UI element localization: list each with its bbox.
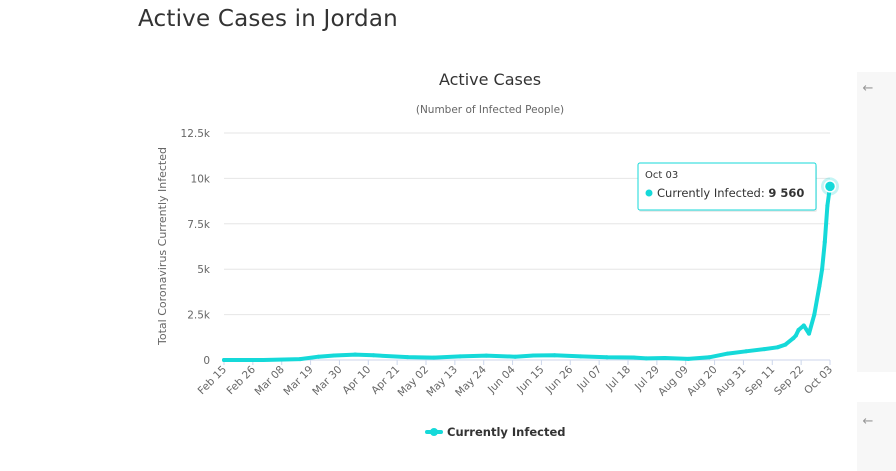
data-point[interactable]	[316, 354, 321, 359]
legend-label[interactable]: Currently Infected	[447, 425, 566, 439]
x-tick-label: Jun 04	[485, 363, 518, 396]
data-point[interactable]	[686, 356, 691, 361]
x-tick-label: May 02	[395, 364, 431, 400]
series-layer	[222, 177, 839, 362]
data-point[interactable]	[822, 239, 827, 244]
x-tick-label: Apr 10	[340, 364, 373, 397]
data-point[interactable]	[744, 349, 749, 354]
y-tick-label: 5k	[197, 264, 211, 276]
data-point[interactable]	[353, 352, 358, 357]
x-tick-label: Oct 03	[802, 364, 835, 397]
x-tick-label: Jul 07	[574, 364, 604, 394]
side-panel-bottom	[857, 402, 896, 471]
page-title: Active Cases in Jordan	[138, 6, 398, 32]
tooltip: Oct 03 Currently Infected: 9 560	[637, 162, 817, 212]
data-point[interactable]	[775, 345, 780, 350]
data-point[interactable]	[261, 358, 266, 362]
x-tick-label: Feb 15	[196, 364, 229, 397]
grid-lines	[224, 132, 830, 361]
y-tick-label: 0	[203, 355, 210, 367]
data-point[interactable]	[631, 355, 636, 360]
data-point[interactable]	[807, 331, 812, 336]
x-tick-label: Mar 08	[253, 364, 287, 398]
x-tick-label: Mar 19	[281, 364, 315, 398]
x-tick-label: Jun 26	[543, 363, 576, 396]
data-point[interactable]	[662, 356, 667, 361]
data-point[interactable]	[825, 203, 830, 208]
x-tick-label: Aug 20	[685, 364, 720, 399]
data-point[interactable]	[791, 336, 796, 341]
data-point[interactable]	[431, 355, 436, 360]
x-tick-label: Jun 15	[514, 364, 547, 397]
data-point[interactable]	[762, 347, 767, 352]
data-point[interactable]	[484, 353, 489, 358]
data-point[interactable]	[405, 355, 410, 360]
data-point[interactable]	[783, 342, 788, 347]
tooltip-date: Oct 03	[645, 170, 678, 181]
data-point[interactable]	[458, 354, 463, 359]
data-point[interactable]	[801, 323, 806, 328]
data-point[interactable]	[707, 355, 712, 360]
y-tick-label: 12.5k	[181, 128, 211, 140]
x-tick-label: Aug 09	[656, 364, 691, 399]
y-tick-label: 7.5k	[187, 219, 211, 231]
legend-marker[interactable]	[430, 428, 438, 436]
x-tick-label: Sep 22	[772, 364, 806, 398]
x-tick-label: Aug 31	[714, 364, 749, 399]
data-point[interactable]	[605, 355, 610, 360]
arrow-left-icon[interactable]: ←	[862, 81, 874, 96]
series-line-currently-infected[interactable]	[222, 184, 832, 362]
y-tick-label: 10k	[191, 173, 211, 185]
x-tick-label: Mar 30	[310, 364, 344, 398]
data-point[interactable]	[371, 353, 376, 358]
chart-title: Active Cases	[439, 70, 541, 89]
data-point[interactable]	[578, 354, 583, 359]
y-axis-ticks: 0 2.5k 5k 7.5k 10k 12.5k	[181, 128, 211, 367]
data-point[interactable]	[812, 312, 817, 317]
data-point[interactable]	[725, 351, 730, 356]
data-point[interactable]	[552, 353, 557, 358]
side-panel-top	[857, 72, 896, 372]
active-cases-chart: Active Cases (Number of Infected People)…	[156, 70, 839, 439]
chart-subtitle: (Number of Infected People)	[416, 104, 564, 116]
x-tick-label: Feb 26	[225, 363, 259, 397]
data-point[interactable]	[644, 356, 649, 361]
data-point[interactable]	[513, 354, 518, 359]
data-point[interactable]	[817, 283, 822, 288]
x-tick-label: Sep 11	[743, 364, 777, 398]
data-point[interactable]	[222, 358, 226, 362]
x-tick-label: May 24	[453, 363, 489, 399]
x-tick-label: Jul 18	[603, 364, 633, 394]
data-point[interactable]	[796, 328, 801, 333]
hover-point[interactable]	[823, 180, 837, 193]
data-point[interactable]	[332, 353, 337, 358]
y-axis-title: Total Coronavirus Currently Infected	[156, 147, 169, 346]
tooltip-marker	[645, 189, 653, 197]
tooltip-text: Currently Infected: 9 560	[657, 186, 804, 200]
tooltip-box	[637, 162, 817, 211]
data-point[interactable]	[793, 333, 798, 338]
data-point[interactable]	[531, 353, 536, 358]
legend[interactable]: Currently Infected	[425, 425, 566, 439]
data-point[interactable]	[298, 357, 303, 362]
data-point[interactable]	[820, 267, 825, 272]
arrow-left-icon[interactable]: ←	[862, 414, 874, 429]
y-tick-label: 2.5k	[187, 310, 211, 322]
x-tick-label: May 13	[424, 364, 460, 400]
